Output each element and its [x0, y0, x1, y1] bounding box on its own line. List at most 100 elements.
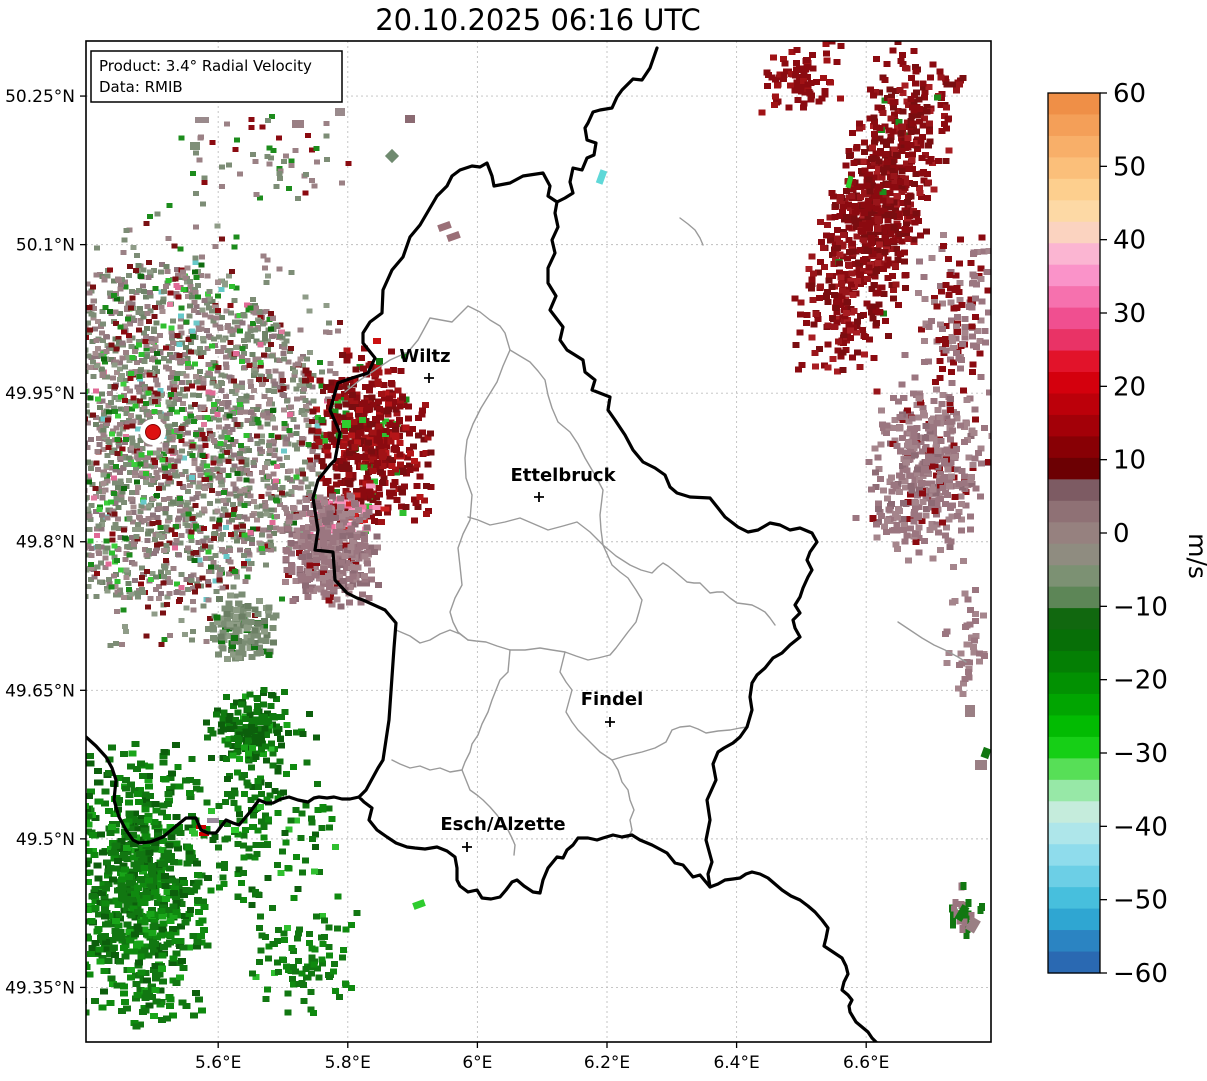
colorbar-band	[1048, 672, 1100, 695]
colorbar-band	[1048, 951, 1100, 974]
colorbar-outline	[1047, 92, 1101, 974]
x-tick-label: 6.6°E	[843, 1053, 889, 1073]
district-border-path	[467, 544, 643, 661]
x-tick-label: 6.2°E	[584, 1053, 630, 1073]
radar-site-marker	[140, 419, 166, 445]
data-source-line: Data: RMIB	[99, 78, 183, 96]
colorbar: 60 50 40 30 20 10 0 −10 −20 −30 −40 −50 −60	[1048, 79, 1168, 989]
colorbar-band	[1048, 908, 1100, 931]
echo-cluster-gray-green-patch	[204, 591, 280, 662]
colorbar-band	[1048, 736, 1100, 759]
district-border-path	[679, 217, 704, 246]
colorbar-band	[1048, 286, 1100, 309]
colorbar-band	[1048, 779, 1100, 802]
colorbar-tick-label: 0	[1113, 519, 1130, 549]
district-border-path	[449, 349, 511, 641]
x-tick-label: 6°E	[462, 1053, 492, 1073]
axis-ticks: 5.6°E 5.8°E 6°E 6.2°E 6.4°E 6.6°E 50.25°N 50.1°…	[5, 87, 889, 1073]
belgium-germany-border	[555, 46, 659, 204]
city-esch-alzette: Esch/Alzette	[440, 814, 566, 852]
colorbar-band	[1048, 457, 1100, 480]
colorbar-tick-label: −40	[1113, 812, 1168, 842]
district-border-path	[611, 759, 635, 839]
colorbar-band	[1048, 436, 1100, 459]
city-findel: Findel	[581, 689, 644, 727]
colorbar-tick-label: 30	[1113, 299, 1146, 329]
echo-singles	[190, 108, 991, 934]
district-border-path	[467, 516, 604, 546]
y-tick-label: 49.95°N	[5, 384, 75, 404]
echo-cluster-south-green-bits	[248, 909, 361, 1016]
france-germany-border	[708, 870, 879, 1042]
colorbar-band	[1048, 500, 1100, 523]
city-label: Wiltz	[399, 346, 450, 367]
district-border-path	[602, 544, 776, 626]
echo-cluster-northeast-band-top-bits	[758, 41, 845, 116]
y-tick-label: 49.65°N	[5, 681, 75, 701]
colorbar-band	[1048, 629, 1100, 652]
city-marker-icon	[462, 842, 472, 852]
grid-lines	[86, 41, 991, 1042]
colorbar-tick-label: 50	[1113, 152, 1146, 182]
echo-cluster-southwest-green-main	[86, 740, 213, 1030]
district-border-path	[344, 305, 511, 393]
echo-cluster-east-mauve-region	[852, 381, 991, 570]
echo-cluster-mauve-blob-south-of-wiltz	[276, 492, 382, 610]
colorbar-band	[1048, 264, 1100, 287]
belgium-france-border	[86, 735, 361, 845]
luxembourg-border	[311, 161, 819, 901]
x-tick-label: 5.8°E	[325, 1053, 371, 1073]
colorbar-unit-label: m/s	[1183, 533, 1207, 579]
colorbar-tick-label: 40	[1113, 226, 1146, 256]
x-tick-label: 6.4°E	[713, 1053, 759, 1073]
echo-cluster-east-red-mauve-scatter	[901, 232, 991, 427]
x-tick-label: 5.6°E	[195, 1053, 241, 1073]
city-marker-icon	[424, 373, 434, 383]
y-tick-label: 49.5°N	[16, 830, 75, 850]
colorbar-band	[1048, 608, 1100, 631]
colorbar-band	[1048, 822, 1100, 845]
district-border-path	[559, 651, 748, 761]
y-tick-label: 50.25°N	[5, 87, 75, 107]
colorbar-tick-label: −10	[1113, 592, 1168, 622]
city-label: Findel	[581, 689, 644, 710]
colorbar-band	[1048, 865, 1100, 888]
colorbar-band	[1048, 414, 1100, 438]
colorbar-band	[1048, 157, 1100, 180]
colorbar-band	[1048, 586, 1100, 609]
page-title: 20.10.2025 06:16 UTC	[375, 3, 701, 37]
colorbar-band	[1048, 543, 1100, 566]
echo-cluster-north-sparse-scatter	[166, 114, 352, 209]
colorbar-band	[1048, 565, 1100, 588]
city-layer: Wiltz Ettelbruck Findel Esch/Alzette	[399, 346, 643, 852]
colorbar-band	[1048, 350, 1100, 373]
colorbar-tick-label: −60	[1113, 959, 1168, 989]
city-label: Ettelbruck	[510, 465, 616, 486]
echo-cluster-east-mauve-scatter-lower	[941, 587, 988, 698]
country-borders	[86, 46, 879, 1042]
colorbar-tick-label: 60	[1113, 79, 1146, 109]
y-tick-label: 49.8°N	[16, 533, 75, 553]
colorbar-band	[1048, 135, 1100, 158]
colorbar-band	[1048, 522, 1100, 545]
district-border-path	[391, 759, 463, 773]
colorbar-band	[1048, 715, 1100, 738]
city-ettelbruck: Ettelbruck	[510, 465, 617, 502]
colorbar-tick-label: −30	[1113, 739, 1168, 769]
district-border-path	[897, 621, 967, 663]
colorbar-band	[1048, 178, 1100, 201]
colorbar-band	[1048, 930, 1100, 953]
colorbar-tick-label: −50	[1113, 886, 1168, 916]
radar-echo-layer	[86, 41, 991, 1030]
colorbar-band	[1048, 801, 1100, 824]
colorbar-band	[1048, 329, 1100, 352]
colorbar-band	[1048, 844, 1100, 867]
city-label: Esch/Alzette	[440, 814, 565, 835]
colorbar-band	[1048, 479, 1100, 502]
city-marker-icon	[605, 717, 615, 727]
radar-site-dot	[145, 424, 161, 440]
product-line: Product: 3.4° Radial Velocity	[99, 57, 312, 75]
colorbar-band	[1048, 887, 1100, 910]
